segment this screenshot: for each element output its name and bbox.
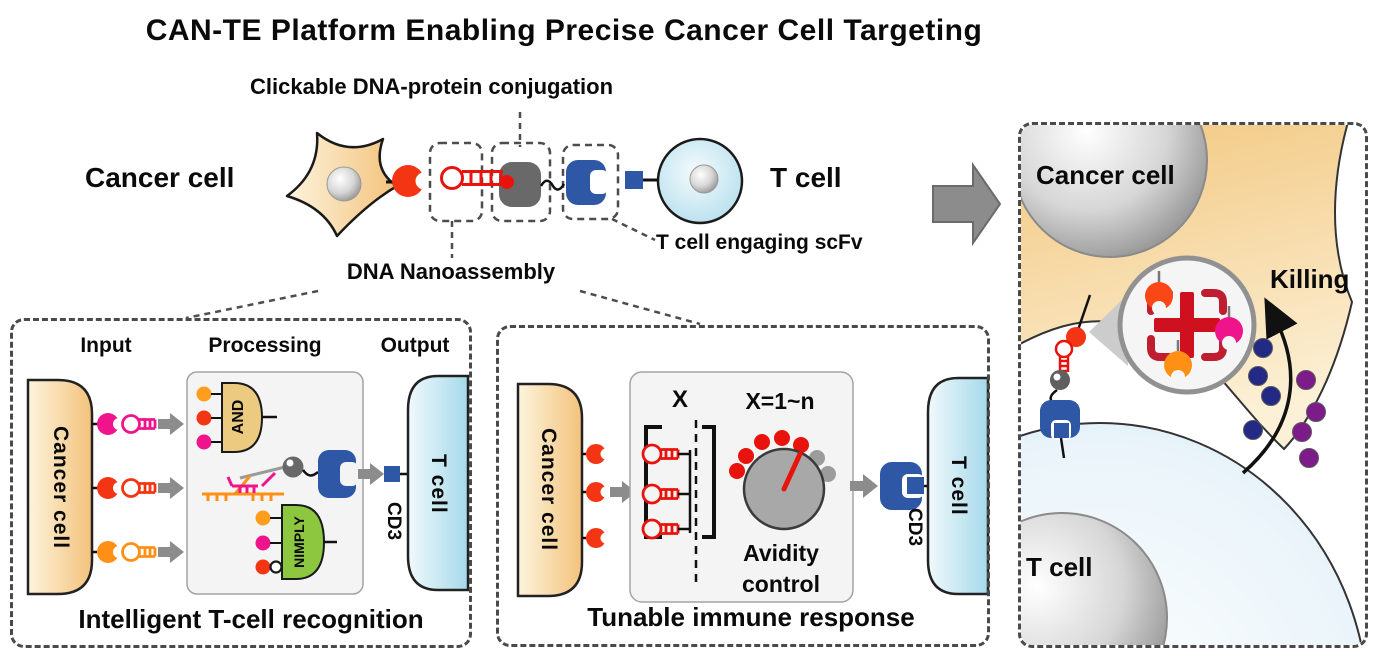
- cd3-square: [384, 466, 400, 482]
- t-cell-label: T cell: [770, 162, 842, 193]
- granule-dots: [1243, 338, 1326, 468]
- cancer-cell-shape: [285, 131, 399, 238]
- x-range-label: X=1~n: [745, 388, 815, 414]
- peptide-link: [539, 179, 566, 191]
- recognition-panel-border: [10, 318, 472, 648]
- cd3-label: CD3: [383, 501, 404, 540]
- cancer-capsule: [516, 382, 584, 598]
- gray-arrow-icon: [850, 474, 878, 498]
- cancer-cell-label: Cancer cell: [85, 162, 235, 193]
- gray-arrow-icon: [358, 463, 384, 485]
- avidity-panel-art: [516, 371, 990, 603]
- gray-arrow-icon: [610, 481, 636, 503]
- cd3-square: [907, 477, 924, 494]
- conjugation-label: Clickable DNA-protein conjugation: [250, 74, 614, 99]
- t-capsule-label: T cell: [427, 453, 450, 514]
- dna-hairpin: [440, 166, 503, 190]
- input-row-magenta: [92, 413, 184, 435]
- cancer-capsule: [26, 378, 94, 596]
- and-gate-label: AND: [230, 399, 247, 435]
- t-cell-shape: [656, 137, 744, 225]
- x-label: X: [671, 386, 688, 413]
- t-cell-nucleus: [689, 164, 719, 194]
- t-cell-capsule: [406, 374, 470, 592]
- top-schematic: [185, 112, 1002, 326]
- input-row-red: [92, 477, 184, 499]
- synapse-conjugate: [1040, 294, 1092, 459]
- t-cell-scfv: [318, 450, 358, 498]
- cd3-square: [625, 171, 643, 189]
- zoom-wedge: [1089, 294, 1128, 366]
- big-right-arrow: [932, 161, 1002, 247]
- t-cell-capsule: [926, 376, 990, 596]
- col-processing: Processing: [208, 334, 322, 357]
- t-cell-nucleus-sphere: [1021, 512, 1168, 645]
- antigen-dot: [1066, 327, 1086, 347]
- t-cell-label: T cell: [1026, 552, 1093, 582]
- t-cell-body: [1021, 422, 1365, 645]
- strand-displacement: [202, 465, 286, 501]
- dashed-connectors: [185, 112, 701, 326]
- protein-bead: [282, 456, 319, 478]
- cancer-cell-label: Cancer cell: [1036, 160, 1175, 190]
- scaffold-comb: [678, 450, 692, 533]
- t-cell-scfv: [566, 160, 608, 205]
- avidity-label-line2: control: [742, 571, 820, 597]
- cancer-capsule-label: Cancer cell: [537, 428, 560, 552]
- avidity-dial: [729, 430, 836, 531]
- avidity-caption: Tunable immune response: [587, 602, 915, 632]
- cd3-label: CD3: [904, 507, 925, 546]
- antigen-binders: [1145, 271, 1243, 384]
- dial-needle: [781, 451, 803, 492]
- recognition-caption: Intelligent T-cell recognition: [78, 604, 424, 634]
- hairpin-multimer-bracket: [641, 420, 716, 582]
- col-input: Input: [80, 334, 132, 357]
- scfv-box: [561, 143, 620, 221]
- gray-arrow-icon: [158, 477, 184, 499]
- col-output: Output: [380, 334, 450, 357]
- magnifier-circle: [1117, 255, 1257, 395]
- anti-cancer-scfv-blob: [392, 165, 433, 197]
- cd3-square: [1054, 423, 1069, 438]
- cancer-nucleus-sphere: [1021, 125, 1208, 258]
- and-gate: [196, 382, 277, 453]
- killing-arrow: [1241, 297, 1298, 475]
- inverter-bubble: [269, 560, 283, 574]
- click-linker-dot: [500, 175, 514, 189]
- dna-hairpin: [1054, 339, 1074, 373]
- killing-panel-border: [1018, 122, 1368, 648]
- t-capsule-label: T cell: [947, 456, 970, 516]
- cancer-capsule-label: Cancer cell: [49, 425, 72, 550]
- gray-arrow-icon: [158, 413, 184, 435]
- avidity-panel-border: [496, 325, 990, 647]
- input-row-orange: [92, 541, 184, 563]
- recognition-panel-art: [26, 371, 470, 596]
- cancer-nucleus: [326, 166, 362, 202]
- t-cell-scfv: [880, 462, 924, 510]
- gray-arrow-icon: [158, 541, 184, 563]
- protein-blob: [499, 162, 541, 207]
- scfv-label: T cell engaging scFv: [656, 231, 863, 254]
- killing-panel-art: [1021, 125, 1365, 645]
- killing-label: Killing: [1270, 264, 1350, 294]
- plus-icon: [1154, 292, 1220, 358]
- red-antigen-blobs: [582, 444, 612, 548]
- nanoassembly-label: DNA Nanoassembly: [346, 259, 556, 284]
- nimply-gate: [255, 504, 337, 580]
- nimply-gate-label: NIMPLY: [291, 516, 307, 568]
- figure-title: CAN-TE Platform Enabling Precise Cancer …: [145, 14, 983, 47]
- avidity-label-line1: Avidity: [743, 540, 819, 566]
